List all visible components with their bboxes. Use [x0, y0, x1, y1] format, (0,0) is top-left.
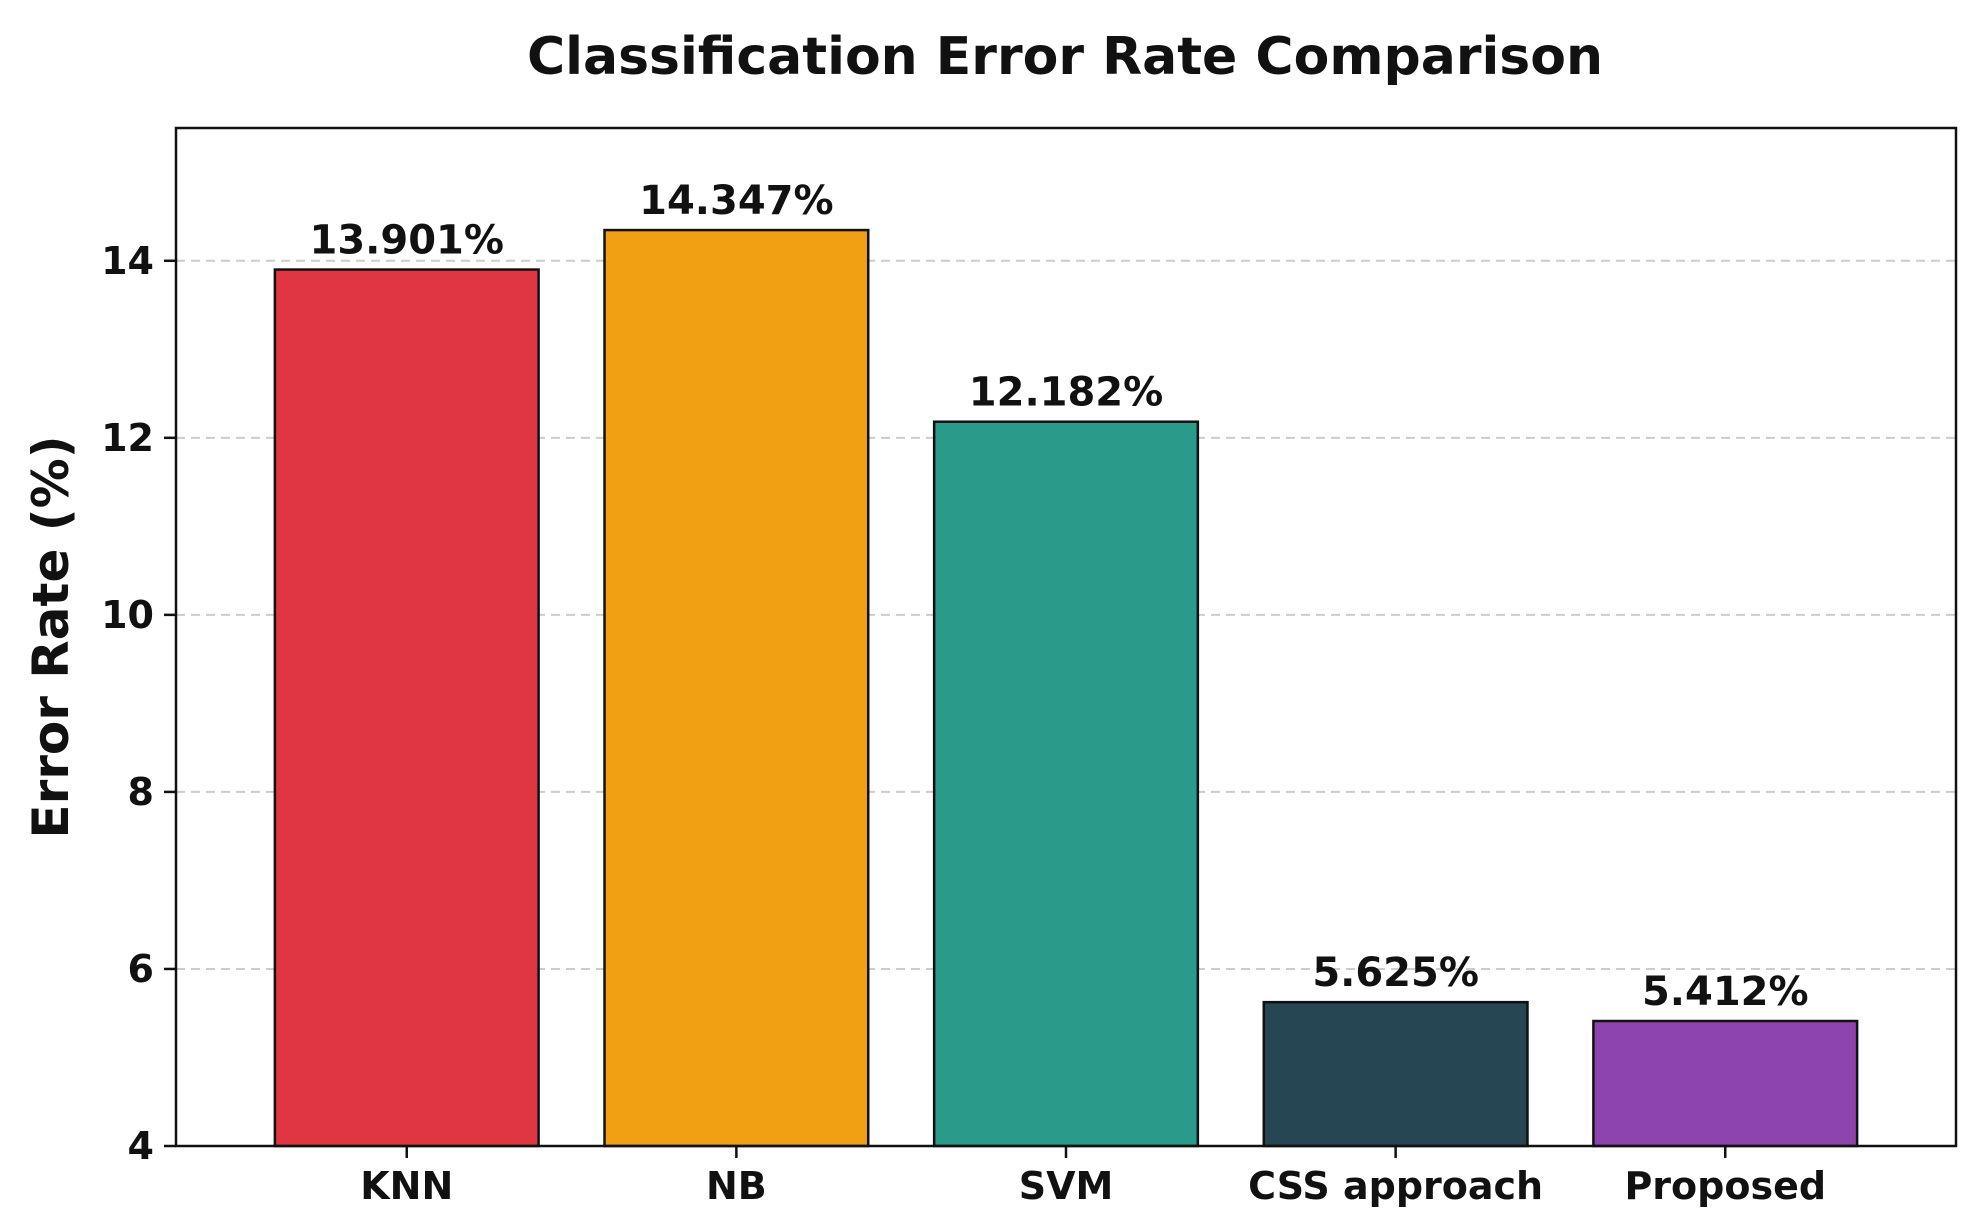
- bar-proposed: [1592, 1019, 1859, 1148]
- x-tick-label: Proposed: [1624, 1164, 1826, 1208]
- x-tick-label: NB: [706, 1164, 767, 1208]
- chart-title: Classification Error Rate Comparison: [527, 27, 1603, 87]
- bar-css-approach: [1262, 1000, 1529, 1148]
- y-axis-label: Error Rate (%): [22, 435, 80, 838]
- bar-knn: [273, 268, 540, 1148]
- bar-nb: [603, 228, 870, 1148]
- y-tick-label: 10: [101, 593, 154, 637]
- y-tick-label: 6: [128, 947, 154, 991]
- data-label: 5.412%: [1642, 969, 1809, 1015]
- data-label: 13.901%: [310, 218, 504, 264]
- y-tick-label: 8: [128, 770, 154, 814]
- x-axis-ticks: KNN NB SVM CSS approach Proposed: [360, 1146, 1826, 1208]
- data-label: 12.182%: [969, 370, 1163, 416]
- y-tick-label: 14: [101, 239, 154, 283]
- x-tick-label: KNN: [360, 1164, 453, 1208]
- y-tick-label: 12: [101, 416, 154, 460]
- data-label: 14.347%: [639, 178, 833, 224]
- data-label: 5.625%: [1312, 950, 1479, 996]
- data-labels: 13.901% 14.347% 12.182% 5.625% 5.412%: [310, 178, 1809, 1015]
- y-axis-ticks: 4 6 8 10 12 14: [101, 239, 176, 1168]
- y-tick-label: 4: [128, 1124, 154, 1168]
- x-tick-label: CSS approach: [1248, 1164, 1543, 1208]
- bar-svm: [932, 420, 1200, 1148]
- x-tick-label: SVM: [1019, 1164, 1114, 1208]
- bars: [273, 228, 1859, 1148]
